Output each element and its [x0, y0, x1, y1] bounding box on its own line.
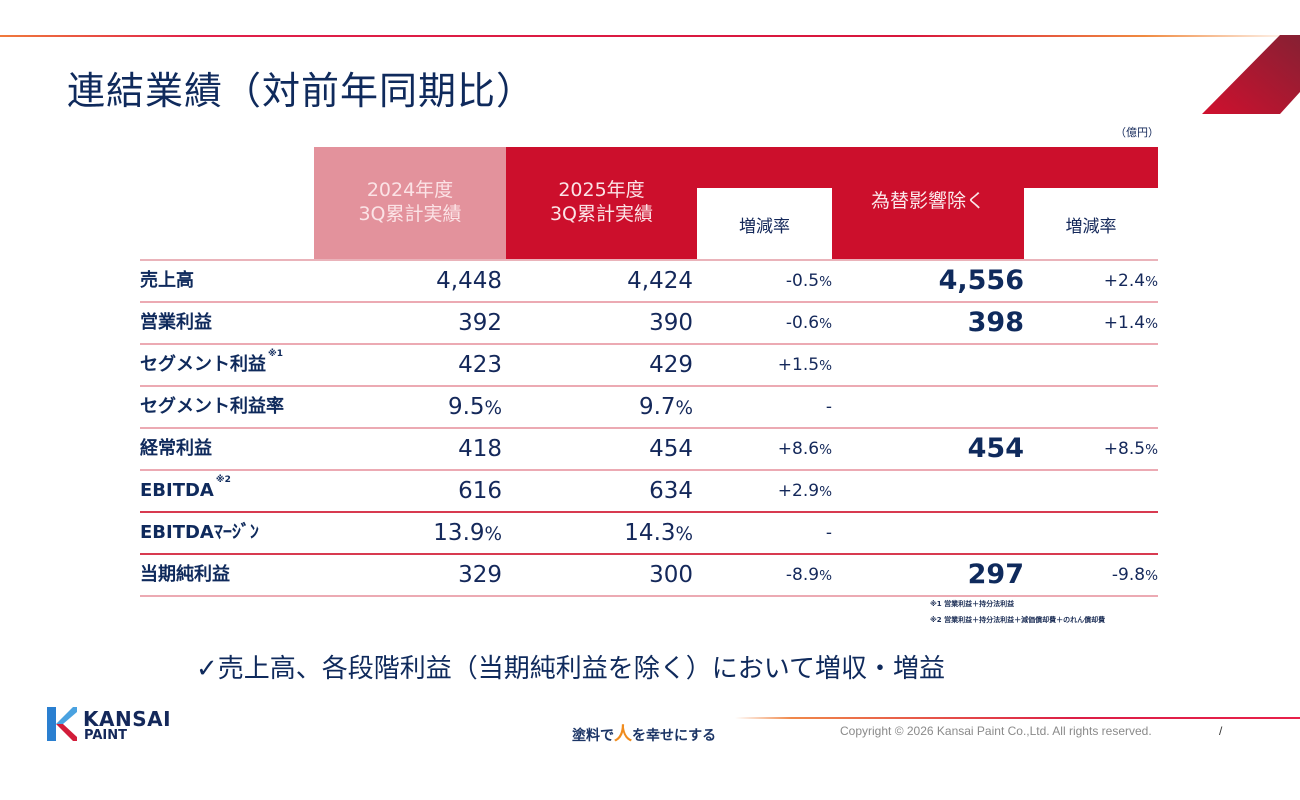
header-fy2025-line1: 2025年度: [558, 179, 645, 201]
cell-fy2024: 392: [458, 310, 502, 336]
header-divider: [140, 259, 1158, 261]
row-label: 当期純利益: [140, 564, 230, 585]
cell-change: -0.6%: [785, 313, 832, 333]
header-fy2024-line2: 3Q累計実績: [358, 203, 462, 225]
footnote-1: ※1 営業利益＋持分法利益: [930, 600, 1015, 608]
cell-fy2024: 4,448: [436, 268, 502, 294]
cell-ex-fx-change: [1024, 387, 1158, 427]
table-row: 当期純利益 329 300 -8.9% 297 -9.8%: [140, 555, 1158, 597]
cell-fy2025: 14.3%: [624, 520, 693, 546]
cell-ex-fx-change: +2.4%: [1103, 271, 1158, 291]
unit-label: （億円）: [1115, 126, 1159, 139]
header-fy2025-line2: 3Q累計実績: [549, 203, 654, 225]
header-fy2025: 2025年度 3Q累計実績: [506, 147, 697, 260]
copyright: Copyright © 2026 Kansai Paint Co.,Ltd. A…: [840, 724, 1152, 738]
cell-change: -: [825, 523, 832, 543]
logo-k-icon: [47, 707, 77, 741]
header-change: 増減率: [697, 147, 832, 260]
cell-change: -0.5%: [785, 271, 832, 291]
conclusion-text: ✓売上高、各段階利益（当期純利益を除く）において増収・増益: [196, 654, 946, 684]
row-label: セグメント利益率: [140, 396, 284, 417]
table-row: セグメント利益 ※1 423 429 +1.5%: [140, 345, 1158, 387]
row-label: EBITDA ※2: [140, 475, 231, 501]
row-note: ※2: [215, 475, 231, 485]
cell-ex-fx-change: [1024, 345, 1158, 385]
row-label: セグメント利益 ※1: [140, 349, 284, 375]
cell-fy2024: 9.5%: [447, 394, 502, 420]
table-row: セグメント利益率 9.5% 9.7% -: [140, 387, 1158, 429]
header-fy2024-line1: 2024年度: [366, 179, 454, 201]
cell-ex-fx: [832, 387, 1024, 427]
cell-ex-fx: 4,556: [938, 265, 1024, 296]
header-ex-fx: 為替影響除く: [832, 147, 1024, 260]
table-row: 営業利益 392 390 -0.6% 398 +1.4%: [140, 303, 1158, 345]
cell-ex-fx: 398: [967, 307, 1024, 338]
top-accent-line: [0, 35, 1300, 37]
header-fy2024: 2024年度 3Q累計実績: [314, 147, 506, 260]
table-row: 売上高 4,448 4,424 -0.5% 4,556 +2.4%: [140, 261, 1158, 303]
cell-fy2024: 13.9%: [433, 520, 502, 546]
table-row: EBITDAﾏｰｼﾞﾝ 13.9% 14.3% -: [140, 513, 1158, 555]
cell-ex-fx-change: -9.8%: [1111, 565, 1158, 585]
cell-ex-fx: 297: [967, 559, 1024, 590]
cell-fy2024: 423: [458, 352, 502, 378]
cell-ex-fx: 454: [967, 433, 1024, 464]
tagline-post: を幸せにする: [632, 728, 717, 744]
cell-fy2024: 418: [458, 436, 502, 462]
cell-ex-fx-change: [1024, 513, 1158, 553]
cell-fy2025: 300: [649, 562, 693, 588]
cell-fy2025: 4,424: [627, 268, 693, 294]
header-ex-fx-label: 為替影響除く: [870, 190, 985, 212]
cell-change: +2.9%: [777, 481, 832, 501]
logo-text-kansai: KANSAI: [83, 707, 172, 731]
header-ex-fx-change: 増減率: [1024, 147, 1158, 260]
cell-fy2025: 390: [649, 310, 693, 336]
header-ex-fx-change-label: 増減率: [1065, 217, 1117, 237]
tagline: 塗料で人を幸せにする: [572, 720, 716, 746]
cell-change: +8.6%: [777, 439, 832, 459]
footnotes: ※1 営業利益＋持分法利益 ※2 営業利益＋持分法利益＋減価償却費＋のれん償却費: [930, 596, 1105, 628]
row-label: 経常利益: [140, 438, 212, 459]
cell-ex-fx-change: +1.4%: [1103, 313, 1158, 333]
cell-change: +1.5%: [777, 355, 832, 375]
cell-change: -: [825, 397, 832, 417]
table-body: 売上高 4,448 4,424 -0.5% 4,556 +2.4% 営業利益 392 390 -0…: [140, 261, 1158, 597]
header-change-label: 増減率: [739, 217, 790, 237]
row-note: ※1: [268, 349, 284, 359]
page-title: 連結業績（対前年同期比）: [67, 69, 536, 113]
cell-fy2024: 329: [458, 562, 502, 588]
row-label: EBITDAﾏｰｼﾞﾝ: [140, 522, 259, 543]
table-row: 経常利益 418 454 +8.6% 454 +8.5%: [140, 429, 1158, 471]
page-separator: /: [1219, 724, 1223, 738]
cell-fy2025: 634: [649, 478, 693, 504]
bottom-accent-line: [735, 717, 1300, 719]
row-label: 営業利益: [140, 312, 212, 333]
cell-ex-fx-change: [1024, 471, 1158, 511]
tagline-pre: 塗料で: [572, 728, 614, 744]
tagline-hito: 人: [614, 724, 632, 745]
kansai-paint-logo: KANSAI PAINT: [47, 705, 187, 745]
cell-fy2024: 616: [458, 478, 502, 504]
corner-decoration: [1202, 35, 1300, 114]
footnote-2: ※2 営業利益＋持分法利益＋減価償却費＋のれん償却費: [930, 616, 1106, 624]
cell-ex-fx: [832, 471, 1024, 511]
cell-fy2025: 454: [649, 436, 693, 462]
cell-fy2025: 429: [649, 352, 693, 378]
cell-ex-fx-change: +8.5%: [1103, 439, 1158, 459]
logo-text-paint: PAINT: [84, 728, 127, 743]
cell-ex-fx: [832, 513, 1024, 553]
table-row: EBITDA ※2 616 634 +2.9%: [140, 471, 1158, 513]
cell-change: -8.9%: [785, 565, 832, 585]
cell-fy2025: 9.7%: [638, 394, 693, 420]
row-label: 売上高: [140, 270, 194, 291]
cell-ex-fx: [832, 345, 1024, 385]
